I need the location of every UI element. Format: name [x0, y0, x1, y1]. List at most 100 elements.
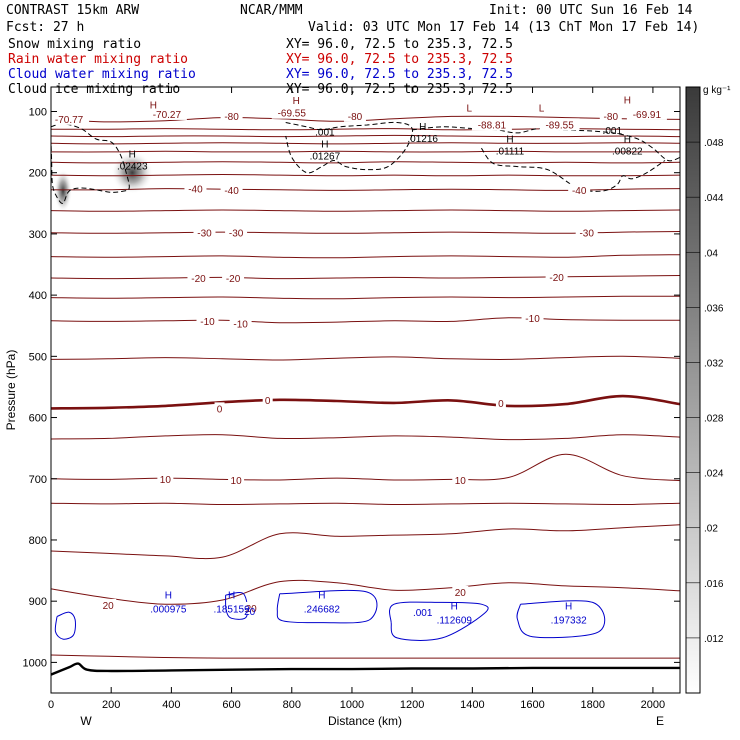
isotherm-line-20: [51, 524, 680, 560]
isotherm-label-19: -10: [200, 317, 215, 328]
cloud-ice-contour-central: [285, 121, 413, 174]
x-tick-label-8: 1600: [520, 699, 544, 711]
isotherm-label-bg-28: [100, 598, 117, 611]
isotherm-label-9-text: -69.91: [633, 110, 662, 121]
x-tick-label-6: 1200: [400, 699, 424, 711]
field-xy-cloud-ice: XY= 96.0, 72.5 to 235.3, 72.5: [286, 82, 513, 97]
isotherm-label-23-text: 0: [265, 396, 271, 407]
cloud-water-contour-1: [54, 611, 76, 640]
isotherm-label-18: -20: [549, 273, 564, 284]
colorbar-tick-label-5: .032: [704, 358, 724, 369]
isotherm-label-bg-18: [545, 270, 568, 283]
isotherm-label-bg-6: [471, 118, 512, 131]
forecast-hour: Fcst: 27 h: [6, 20, 84, 35]
isotherm-label-20: -10: [233, 319, 248, 330]
x-tick-label-2: 400: [162, 699, 180, 711]
isotherm-label-8: -80: [604, 112, 619, 123]
isotherm-line-19: [51, 502, 680, 506]
extrema-value-9: .01216: [407, 134, 438, 145]
y-tick-label-1: 200: [29, 168, 47, 180]
isotherm-label-30: 20: [455, 588, 467, 599]
extrema-marker-5: H: [624, 95, 631, 106]
isotherm-label-28: 20: [103, 601, 115, 612]
extrema-marker-4: L: [539, 103, 545, 114]
isotherm-label-bg-12: [568, 183, 591, 196]
isotherm-label-bg-11: [220, 183, 243, 196]
isotherm-line-16: [51, 394, 680, 410]
colorbar-tick-label-2: .02: [704, 524, 718, 535]
extrema-value-8: .01267: [310, 152, 341, 163]
extrema-marker-6: H: [129, 149, 136, 160]
isotherm-label-bg-2: [146, 107, 187, 120]
colorbar-tick-label-9: .048: [704, 138, 724, 149]
isotherm-line-17: [51, 434, 680, 441]
cloud-water-marker-3: H: [318, 591, 325, 602]
extrema-value-6: .02423: [117, 161, 148, 172]
extrema-marker-9: H: [419, 122, 426, 133]
cloud-water-contour-4: [389, 601, 489, 641]
y-tick-label-5: 600: [29, 413, 47, 425]
isotherm-label-11: -40: [224, 186, 239, 197]
colorbar-tick-label-7: .04: [704, 248, 718, 259]
isotherm-label-bg-14: [225, 226, 248, 239]
isotherm-line-4: [51, 142, 680, 145]
colorbar-tick-label-0: .012: [704, 634, 724, 645]
plot-frame: [50, 86, 681, 694]
isotherm-label-22: 0: [217, 404, 223, 415]
snow-shading-layer: [54, 151, 154, 213]
isotherm-line-2: [51, 128, 680, 131]
isotherm-label-12: -40: [572, 186, 587, 197]
x-axis: 0 200 400 600 800 1000 1200 1400 1600 1800 2000: [48, 87, 665, 711]
isotherm-label-bg-8: [599, 109, 622, 122]
isotherm-label-23: 0: [265, 396, 271, 407]
cloud-water-value-4: .001: [413, 608, 433, 619]
colorbar: g kg⁻¹ .012 .016 .02 .024 .028 .032 .036 .04 .04…: [685, 85, 731, 694]
field-name-snow: Snow mixing ratio: [8, 37, 141, 52]
x-tick-label-7: 1400: [460, 699, 484, 711]
x-tick-label-5: 1000: [340, 699, 364, 711]
x-tick-label-1: 200: [102, 699, 120, 711]
cloud-water-marker-1: H: [165, 591, 172, 602]
colorbar-tick-label-4: .028: [704, 414, 724, 425]
chart-title: CONTRAST 15km ARW: [6, 3, 139, 18]
isotherm-label-bg-1: [51, 112, 90, 125]
y-axis-label: Pressure (hPa): [4, 350, 18, 431]
isotherm-line-5: [51, 150, 680, 153]
cloud-ice-contour-east-lower: [480, 147, 666, 192]
isotherm-label-19-text: -10: [200, 317, 215, 328]
cloud-water-contour-5: [516, 600, 606, 639]
isotherm-line-18: [51, 453, 680, 482]
isotherm-label-16-text: -20: [191, 274, 206, 285]
isotherm-label-26: 10: [231, 476, 243, 487]
isotherm-line-10: [51, 231, 680, 234]
colorbar-unit: g kg⁻¹: [703, 85, 731, 96]
isotherm-label-bg-22: [214, 402, 225, 415]
y-tick-label-4: 500: [29, 351, 47, 363]
isotherm-label-4-text: -69.55: [278, 109, 307, 120]
isotherm-label-bg-25: [157, 472, 174, 485]
isotherm-label-16: -20: [191, 274, 206, 285]
field-name-cloud-ice: Cloud ice mixing ratio: [8, 82, 180, 97]
colorbar-tick-label-6: .036: [704, 303, 724, 314]
extrema-value-10: .001: [603, 126, 623, 137]
isotherm-label-bg-27: [452, 473, 469, 486]
extrema-value-7: .001: [315, 128, 335, 139]
isotherm-label-17-text: -20: [226, 274, 241, 285]
isotherm-label-8-text: -80: [604, 112, 619, 123]
isotherm-label-5-text: -80: [348, 112, 363, 123]
isotherm-label-bg-19: [196, 314, 219, 327]
isotherm-label-18-text: -20: [549, 273, 564, 284]
y-tick-label-7: 800: [29, 535, 47, 547]
isotherm-label-bg-17: [222, 271, 245, 284]
isotherm-label-15-text: -30: [579, 229, 594, 240]
extrema-marker-8: H: [321, 140, 328, 151]
x-tick-label-4: 800: [283, 699, 301, 711]
isotherm-label-10-text: -40: [188, 185, 203, 196]
colorbar-tick-label-8: .044: [704, 193, 724, 204]
colorbar-tick-label-1: .016: [704, 579, 724, 590]
extrema-value-12: .00822: [612, 147, 643, 158]
cloud-water-value-5: .112609: [437, 616, 473, 627]
cloud-water-marker-5: H: [451, 602, 458, 613]
isotherm-label-21-text: -10: [525, 314, 540, 325]
